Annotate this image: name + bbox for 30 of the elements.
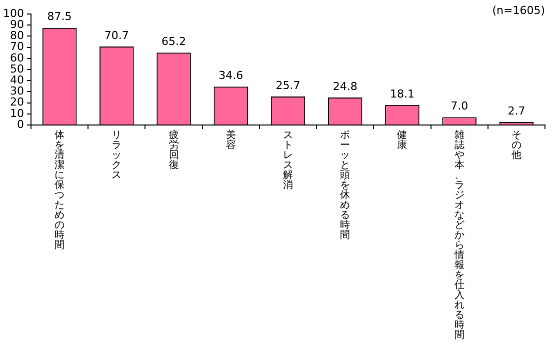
data-label: 25.7 xyxy=(276,78,300,92)
data-label: 34.6 xyxy=(218,68,244,82)
category-label: 雑誌や本、ラジオなどから情報を仕入れる時間 xyxy=(454,130,464,341)
data-label: 70.7 xyxy=(104,28,129,42)
y-tick-label: 40 xyxy=(10,73,24,86)
x-tick-label: その他 xyxy=(510,130,522,161)
y-tick-label: 60 xyxy=(10,51,24,64)
x-tick-label: ストレス解消 xyxy=(282,130,294,191)
category-label: 体を清潔に保つための時間 xyxy=(54,130,65,251)
data-label: 24.8 xyxy=(332,80,358,93)
data-label: 2.7 xyxy=(508,104,526,118)
y-tick-label: 0 xyxy=(16,118,24,131)
x-tick-label: 美容 xyxy=(225,130,236,151)
y-tick-label: 20 xyxy=(10,96,24,109)
data-label: 87.5 xyxy=(47,10,72,24)
y-tick-label: 100 xyxy=(2,6,24,20)
y-tick-label: 70 xyxy=(10,40,24,54)
data-label: 18.1 xyxy=(390,87,414,100)
annotation: (n=1605) xyxy=(492,4,545,17)
y-tick-label: 10 xyxy=(10,106,24,120)
data-label: 7.0 xyxy=(450,100,468,113)
y-tick-label: 30 xyxy=(10,84,24,98)
y-tick-label: 90 xyxy=(10,18,24,31)
y-tick-label: 50 xyxy=(10,62,24,76)
y-tick-label: 80 xyxy=(10,29,24,42)
x-tick-label: リラックス xyxy=(111,130,122,181)
x-tick-label: 健康 xyxy=(396,130,408,151)
category-label: ボーッと頭を休める時間 xyxy=(340,130,350,241)
x-tick-label: 疲労回復 xyxy=(168,130,180,171)
data-label: 65.2 xyxy=(162,34,186,48)
